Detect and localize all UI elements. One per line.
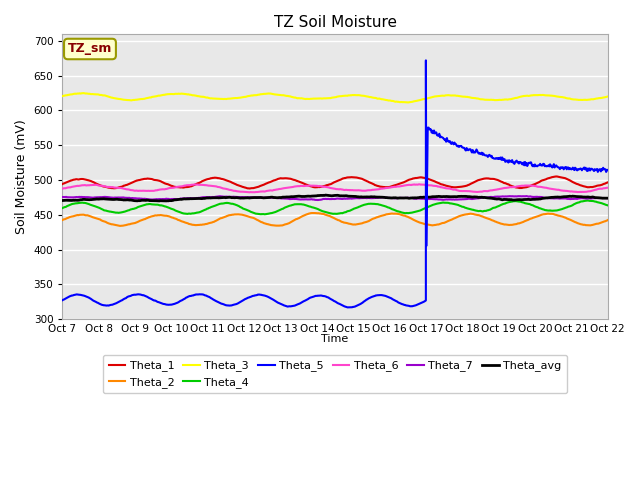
Theta_7 (180, 195, 188, 201)
Theta_avg (419, 194, 426, 200)
Theta_avg (125, 197, 132, 203)
Theta_5 (200, 292, 208, 298)
Line: Theta_1: Theta_1 (62, 177, 608, 189)
Theta_6 (180, 183, 188, 189)
Theta_5 (295, 301, 303, 307)
Theta_7 (58, 194, 66, 200)
Line: Theta_4: Theta_4 (62, 201, 608, 214)
Theta_7 (402, 195, 410, 201)
Theta_1 (552, 174, 560, 180)
Theta_3 (58, 93, 66, 99)
Theta_6 (58, 186, 66, 192)
Theta_2 (308, 210, 316, 216)
Theta_6 (68, 184, 76, 190)
Theta_6 (125, 187, 132, 192)
Theta_6 (416, 181, 424, 187)
Theta_1 (402, 179, 410, 184)
Theta_4 (418, 207, 426, 213)
Theta_avg (162, 198, 170, 204)
X-axis label: Time: Time (321, 334, 349, 344)
Theta_1 (180, 184, 188, 190)
Theta_4 (209, 204, 216, 209)
Theta_3 (180, 91, 188, 97)
Theta_5 (348, 304, 355, 310)
Text: TZ_sm: TZ_sm (68, 43, 112, 56)
Theta_2 (209, 219, 217, 225)
Theta_2 (116, 223, 124, 229)
Theta_2 (403, 214, 410, 219)
Theta_6 (419, 181, 426, 187)
Theta_3 (404, 99, 412, 105)
Theta_5 (472, 146, 480, 152)
Y-axis label: Soil Moisture (mV): Soil Moisture (mV) (15, 119, 28, 234)
Theta_3 (402, 99, 410, 105)
Theta_5 (600, 166, 608, 172)
Legend: Theta_1, Theta_2, Theta_3, Theta_4, Theta_5, Theta_6, Theta_7, Theta_avg: Theta_1, Theta_2, Theta_3, Theta_4, Thet… (103, 355, 567, 393)
Theta_7 (209, 194, 216, 200)
Theta_3 (125, 97, 133, 103)
Theta_2 (68, 214, 76, 219)
Line: Theta_2: Theta_2 (62, 213, 608, 226)
Theta_7 (523, 193, 531, 199)
Theta_4 (402, 210, 410, 216)
Theta_4 (261, 211, 269, 217)
Theta_6 (250, 190, 257, 195)
Theta_5 (533, 163, 541, 169)
Line: Theta_avg: Theta_avg (62, 195, 608, 201)
Line: Theta_5: Theta_5 (62, 60, 608, 307)
Theta_4 (584, 198, 592, 204)
Theta_4 (180, 211, 188, 216)
Theta_7 (68, 194, 76, 200)
Theta_7 (418, 196, 426, 202)
Theta_1 (125, 181, 132, 187)
Theta_1 (418, 175, 426, 180)
Theta_4 (68, 201, 76, 207)
Theta_avg (209, 195, 217, 201)
Theta_avg (403, 195, 410, 201)
Theta_avg (322, 192, 330, 198)
Title: TZ Soil Moisture: TZ Soil Moisture (273, 15, 397, 30)
Theta_avg (180, 196, 188, 202)
Theta_5 (422, 58, 429, 63)
Theta_avg (58, 198, 66, 204)
Theta_5 (58, 297, 66, 303)
Theta_2 (180, 219, 188, 225)
Theta_2 (419, 220, 426, 226)
Theta_6 (209, 183, 216, 189)
Theta_1 (246, 186, 253, 192)
Theta_3 (209, 96, 217, 101)
Theta_4 (58, 205, 66, 211)
Theta_1 (604, 180, 612, 185)
Theta_avg (604, 195, 612, 201)
Theta_7 (314, 197, 322, 203)
Theta_5 (177, 298, 184, 304)
Line: Theta_7: Theta_7 (62, 196, 608, 200)
Theta_1 (209, 175, 216, 181)
Theta_2 (604, 217, 612, 223)
Theta_avg (68, 197, 76, 203)
Theta_5 (604, 167, 612, 173)
Line: Theta_3: Theta_3 (62, 93, 608, 102)
Theta_3 (419, 96, 426, 102)
Theta_7 (125, 195, 132, 201)
Theta_6 (402, 182, 410, 188)
Line: Theta_6: Theta_6 (62, 184, 608, 192)
Theta_2 (125, 221, 133, 227)
Theta_1 (58, 181, 66, 187)
Theta_2 (58, 217, 66, 223)
Theta_3 (80, 90, 88, 96)
Theta_4 (604, 203, 612, 208)
Theta_4 (125, 207, 132, 213)
Theta_1 (68, 177, 76, 183)
Theta_3 (604, 94, 612, 99)
Theta_7 (604, 195, 612, 201)
Theta_6 (604, 185, 612, 191)
Theta_3 (68, 92, 76, 97)
